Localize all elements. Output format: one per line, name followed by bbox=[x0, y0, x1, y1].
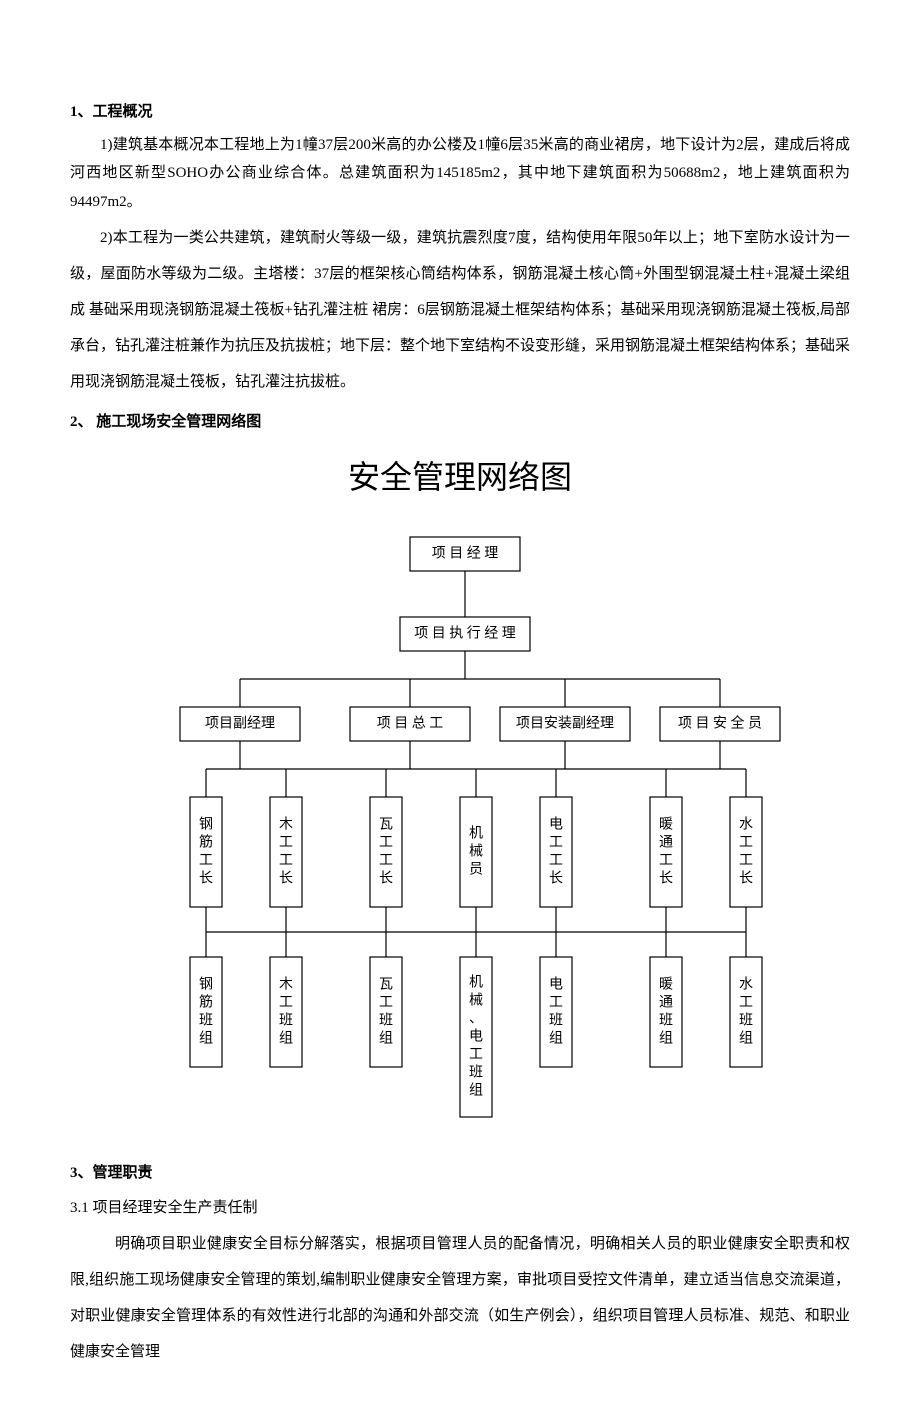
svg-text:机械员: 机械员 bbox=[469, 826, 483, 878]
svg-text:机械、电工班组: 机械、电工班组 bbox=[469, 975, 483, 1099]
svg-text:瓦工工长: 瓦工工长 bbox=[379, 818, 393, 887]
svg-text:电工工长: 电工工长 bbox=[549, 817, 563, 887]
svg-text:木工班组: 木工班组 bbox=[279, 977, 293, 1047]
svg-text:项目副经理: 项目副经理 bbox=[205, 716, 275, 732]
svg-text:水工班组: 水工班组 bbox=[739, 977, 753, 1047]
svg-text:暖通工长: 暖通工长 bbox=[659, 817, 673, 887]
svg-text:木工工长: 木工工长 bbox=[279, 817, 293, 887]
org-chart: 项 目 经 理项 目 执 行 经 理项目副经理 项 目 总 工 项目安装副经理 项 目… bbox=[70, 527, 850, 1147]
document-page: 1、工程概况 1)建筑基本概况本工程地上为1幢37层200米高的办公楼及1幢6层… bbox=[0, 0, 920, 1414]
svg-text:项 目 总 工: 项 目 总 工 bbox=[377, 716, 444, 732]
svg-text:项目安装副经理: 项目安装副经理 bbox=[516, 716, 614, 732]
svg-text:项 目 执 行 经 理: 项 目 执 行 经 理 bbox=[414, 626, 516, 642]
svg-text:暖通班组: 暖通班组 bbox=[659, 977, 673, 1047]
svg-text:项 目 经 理: 项 目 经 理 bbox=[432, 546, 499, 562]
section-3-heading: 3、管理职责 bbox=[70, 1159, 850, 1188]
section-2-heading: 2、 施工现场安全管理网络图 bbox=[70, 408, 850, 437]
section-1-para-1: 1)建筑基本概况本工程地上为1幢37层200米高的办公楼及1幢6层35米高的商业… bbox=[70, 131, 850, 217]
section-3-para-1: 明确项目职业健康安全目标分解落实，根据项目管理人员的配备情况，明确相关人员的职业… bbox=[70, 1226, 850, 1370]
svg-text:钢筋班组: 钢筋班组 bbox=[199, 977, 213, 1047]
chart-title: 安全管理网络图 bbox=[70, 447, 850, 508]
section-1-heading: 1、工程概况 bbox=[70, 98, 850, 127]
svg-text:水工工长: 水工工长 bbox=[739, 817, 753, 887]
svg-text:项 目 安 全 员: 项 目 安 全 员 bbox=[678, 715, 762, 732]
section-3-subheading-1: 3.1 项目经理安全生产责任制 bbox=[70, 1194, 850, 1223]
svg-text:钢筋工长: 钢筋工长 bbox=[199, 817, 213, 887]
section-1-para-2: 2)本工程为一类公共建筑，建筑耐火等级一级，建筑抗震烈度7度，结构使用年限50年… bbox=[70, 220, 850, 400]
svg-text:瓦工班组: 瓦工班组 bbox=[379, 978, 393, 1047]
svg-text:电工班组: 电工班组 bbox=[549, 977, 563, 1047]
